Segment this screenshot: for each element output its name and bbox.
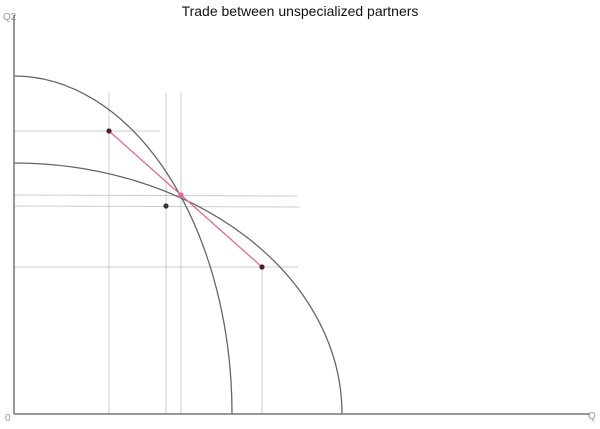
x-axis-label: Q: [588, 411, 596, 422]
guide-lines: [13, 93, 301, 414]
origin-label: 0: [5, 413, 11, 424]
trade-midpoint: [178, 192, 184, 198]
guide-horizontal: [13, 194, 298, 197]
ppf-curve-partner-b: [13, 162, 343, 415]
guide-horizontal: [13, 205, 301, 208]
point-intersection: [163, 203, 169, 209]
point-a: [106, 128, 112, 134]
y-axis-label: Q2: [3, 12, 17, 23]
ppf-curve-partner-a: [13, 75, 233, 415]
diagram-title: Trade between unspecialized partners: [181, 3, 419, 19]
trade-line: [108, 130, 263, 268]
point-b: [259, 264, 265, 270]
